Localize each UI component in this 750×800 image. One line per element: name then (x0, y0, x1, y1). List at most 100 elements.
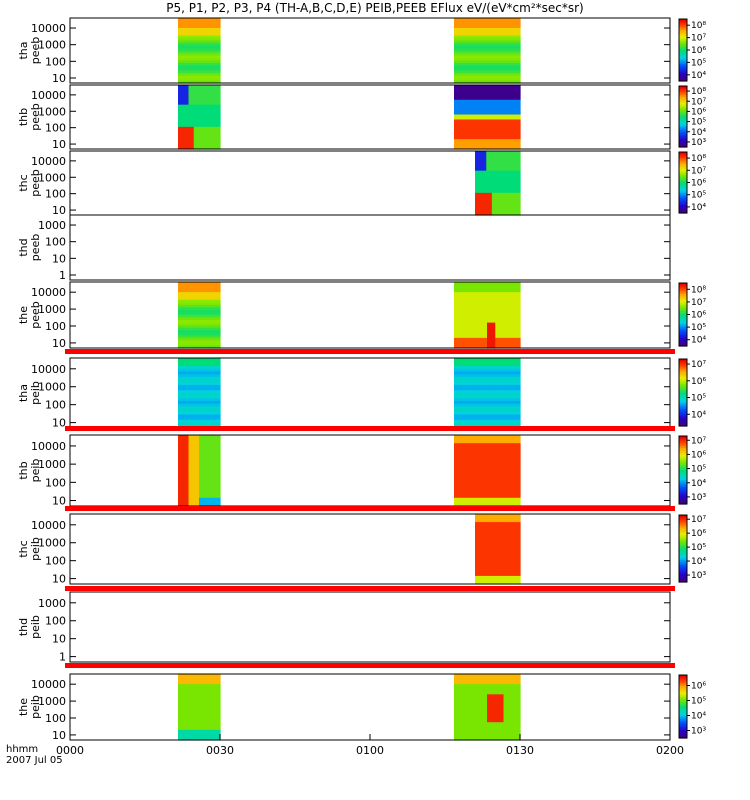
spectrogram-cell (183, 704, 190, 708)
spectrogram-cell (487, 684, 496, 688)
spectrogram-cell (183, 302, 190, 306)
spectrogram-cell (193, 126, 200, 130)
spectrogram-cell (183, 475, 190, 480)
spectrogram-cell (178, 107, 184, 111)
spectrogram-cell (486, 151, 493, 155)
spectrogram-cell (193, 94, 200, 98)
spectrogram-cell (470, 63, 480, 67)
colorbar-segment (679, 424, 687, 427)
spectrogram-cell (214, 94, 221, 98)
spectrogram-cell (503, 23, 513, 27)
spectrogram-cell (204, 724, 211, 728)
spectrogram-cell (454, 131, 463, 135)
spectrogram-cell (204, 376, 211, 381)
spectrogram-cell (214, 327, 221, 331)
spectrogram-cell (214, 131, 221, 135)
spectrogram-cell (475, 180, 482, 184)
colorbar-segment (679, 701, 687, 704)
spectrogram-cell (193, 107, 200, 111)
spectrogram-cell (497, 210, 504, 214)
spectrogram-cell (497, 538, 504, 542)
spectrogram-cell (214, 732, 221, 736)
spectrogram-cell (478, 437, 488, 442)
spectrogram-cell (470, 307, 480, 311)
spectrogram-cell (480, 187, 487, 191)
colorbar-segment (679, 485, 687, 488)
spectrogram-cell (204, 317, 211, 321)
spectrogram-cell (487, 297, 496, 301)
spectrogram-cell (497, 559, 504, 564)
spectrogram-cell (178, 68, 184, 72)
spectrogram-cell (462, 732, 472, 736)
colorbar-segment (679, 341, 687, 344)
spectrogram-cell (209, 58, 216, 62)
spectrogram-cell (178, 50, 184, 54)
spectrogram-cell (470, 97, 480, 101)
spectrogram-cell (462, 304, 472, 308)
spectrogram-cell (503, 379, 513, 383)
spectrogram-cell (209, 486, 216, 491)
spectrogram-cell (470, 102, 480, 106)
spectrogram-cell (503, 20, 513, 24)
spectrogram-cell (487, 302, 496, 306)
spectrogram-cell (462, 379, 472, 383)
spectrogram-cell (204, 342, 211, 347)
spectrogram-cell (199, 302, 205, 306)
spectrogram-cell (199, 456, 205, 461)
spectrogram-cell (214, 302, 221, 306)
spectrogram-cell (199, 48, 205, 52)
spectrogram-cell (209, 406, 216, 410)
spectrogram-cell (204, 99, 211, 103)
spectrogram-cell (454, 78, 463, 82)
spectrogram-cell (199, 478, 205, 483)
spectrogram-cell (478, 382, 488, 386)
spectrogram-cell (193, 459, 200, 463)
spectrogram-cell (514, 160, 521, 164)
spectrogram-cell (487, 484, 496, 488)
spectrogram-cell (497, 527, 504, 531)
spectrogram-cell (178, 709, 184, 713)
spectrogram-cell (193, 141, 200, 145)
spectrogram-cell (511, 676, 521, 680)
spectrogram-cell (188, 30, 195, 34)
spectrogram-cell (183, 131, 190, 135)
spectrogram-cell (508, 524, 515, 529)
spectrogram-cell (470, 45, 480, 49)
spectrogram-cell (503, 89, 513, 93)
spectrogram-cell (183, 379, 190, 383)
spectrogram-cell (503, 185, 510, 189)
spectrogram-cell (491, 543, 499, 547)
spectrogram-cell (478, 94, 488, 98)
spectrogram-cell (503, 374, 513, 378)
spectrogram-cell (514, 187, 521, 191)
spectrogram-cell (454, 704, 463, 708)
spectrogram-cell (491, 514, 499, 518)
spectrogram-cell (462, 484, 472, 488)
spectrogram-cell (193, 119, 200, 123)
spectrogram-cell (183, 104, 190, 108)
spectrogram-cell (204, 89, 211, 93)
spectrogram-cell (497, 543, 504, 547)
spectrogram-cell (462, 368, 472, 373)
spectrogram-cell (495, 134, 505, 138)
spectrogram-cell (204, 18, 211, 22)
spectrogram-cell (470, 30, 480, 34)
spectrogram-cell (470, 376, 480, 381)
spectrogram-cell (193, 114, 200, 118)
spectrogram-cell (188, 117, 195, 121)
spectrogram-cell (199, 337, 205, 341)
spectrogram-cell (183, 92, 190, 96)
spectrogram-cell (487, 107, 496, 111)
spectrogram-cell (487, 345, 496, 349)
spectrogram-cell (470, 107, 480, 111)
spectrogram-cell (503, 131, 513, 135)
spectrogram-cell (495, 503, 505, 507)
spectrogram-cell (487, 478, 496, 483)
spectrogram-cell (214, 92, 221, 96)
spectrogram-cell (511, 414, 521, 418)
spectrogram-cell (193, 489, 200, 493)
spectrogram-cell (204, 707, 211, 711)
spectrogram-cell (209, 45, 216, 49)
spectrogram-cell (204, 315, 211, 319)
spectrogram-cell (199, 704, 205, 708)
